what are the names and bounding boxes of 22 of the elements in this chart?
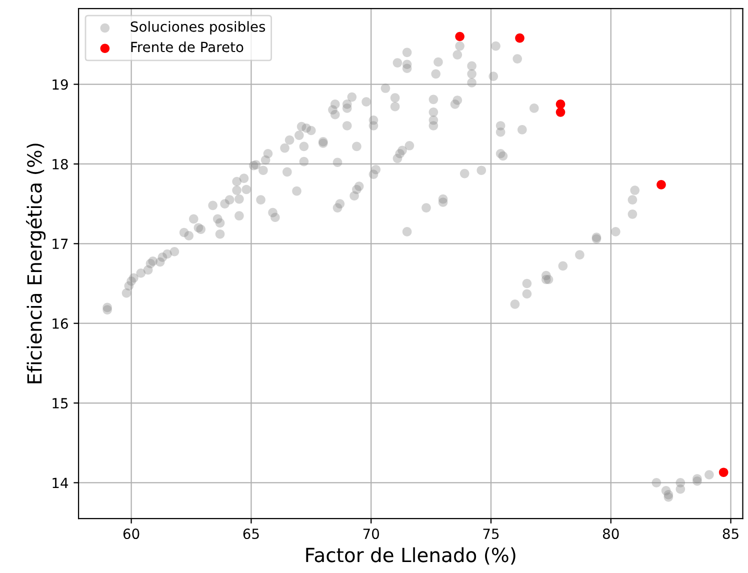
y-tick-label: 16 xyxy=(52,318,68,329)
y-tick-label: 14 xyxy=(52,478,68,488)
y-tick-label: 18 xyxy=(52,158,68,170)
legend-label: Soluciones posibles xyxy=(130,21,266,35)
legend-label: Frente de Pareto xyxy=(131,41,244,52)
y-axis-title: Eficiencia Energética (%) xyxy=(26,144,46,384)
point xyxy=(556,100,566,109)
point xyxy=(718,468,728,478)
y-tick-label: 19 xyxy=(52,79,68,90)
point xyxy=(515,33,524,43)
x-tick-label: 70 xyxy=(363,528,379,540)
point xyxy=(656,180,666,190)
point xyxy=(455,32,464,42)
x-tick-label: 60 xyxy=(123,528,140,540)
point xyxy=(556,108,566,117)
y-tick-label: 15 xyxy=(52,398,68,408)
x-tick-label: 85 xyxy=(722,528,738,540)
y-tick-label: 17 xyxy=(52,238,68,249)
x-tick-label: 75 xyxy=(483,528,499,540)
x-axis-title: Factor de Llenado (%) xyxy=(306,547,516,565)
x-tick-label: 80 xyxy=(602,528,619,540)
x-tick-label: 65 xyxy=(243,528,259,540)
